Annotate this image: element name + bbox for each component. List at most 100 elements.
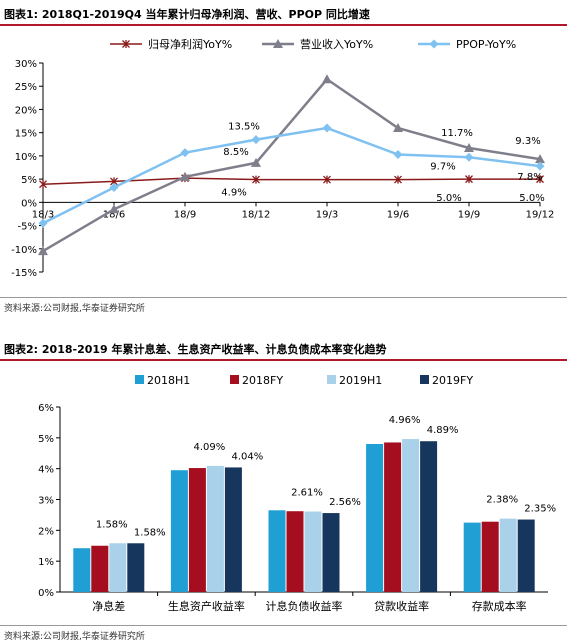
- triangle-marker: [251, 157, 261, 167]
- bar-chart: 2018H1 2018FY 2019H1 2019FY 0% 1% 2% 3% 4% 5% 6% 净…: [38, 374, 556, 613]
- bar-chart-axes: 0% 1% 2% 3% 4% 5% 6% 净息差 生息资产收益率 计息负债收益率 贷款收益率 存款成本…: [38, 403, 548, 613]
- bar: [366, 444, 384, 592]
- bar-chart-data-labels: 1.58% 1.58% 4.09% 4.04% 2.61% 2.56% 4.96% 4.89%…: [96, 415, 556, 538]
- x-tick-label: 计息负债收益率: [266, 599, 343, 613]
- bar: [127, 543, 145, 592]
- diamond-marker: [38, 218, 48, 228]
- bar: [304, 511, 322, 592]
- triangle-marker: [273, 39, 283, 48]
- bar: [73, 548, 91, 592]
- y-tick-label: 5%: [38, 434, 54, 445]
- triangle-marker: [180, 171, 190, 181]
- legend-label: 2018H1: [147, 374, 190, 387]
- diamond-marker: [393, 149, 403, 159]
- bar: [384, 442, 402, 592]
- series-line: [42, 177, 540, 185]
- bar-chart-bars: [73, 439, 535, 592]
- diamond-marker: [180, 148, 190, 158]
- data-label: 4.96%: [389, 415, 421, 426]
- y-tick-label: 15%: [15, 129, 37, 140]
- bar: [322, 513, 340, 592]
- y-tick-label: 2%: [38, 526, 54, 537]
- bar-chart-legend: 2018H1 2018FY 2019H1 2019FY: [135, 374, 473, 387]
- triangle-marker: [393, 123, 403, 133]
- y-tick-label: 25%: [15, 82, 37, 93]
- data-label: 2.56%: [329, 497, 361, 508]
- legend-item: 2018FY: [230, 374, 283, 387]
- series-line: [42, 126, 541, 225]
- legend-swatch: [420, 375, 429, 384]
- diamond-marker: [322, 123, 332, 133]
- data-label: 5.0%: [436, 193, 461, 204]
- x-tick-label: 18/3: [32, 209, 54, 220]
- x-tick-label: 18/12: [242, 209, 271, 220]
- legend-swatch: [135, 375, 144, 384]
- y-tick-label: 0%: [38, 588, 54, 599]
- data-label: 4.09%: [194, 442, 226, 453]
- figure2-bottom-rule: [0, 625, 567, 626]
- bar: [224, 467, 242, 592]
- data-label: 1.58%: [96, 519, 128, 530]
- star-marker: [323, 175, 331, 184]
- legend-label: 2018FY: [242, 374, 283, 387]
- triangle-marker: [464, 142, 474, 152]
- figure1-title: 图表1: 2018Q1-2019Q4 当年累计归母净利润、营收、PPOP 同比增…: [4, 8, 370, 21]
- bar: [420, 441, 438, 592]
- bar: [91, 545, 109, 592]
- bar: [402, 439, 420, 592]
- y-tick-label: 10%: [15, 152, 37, 163]
- data-label: 9.3%: [515, 136, 540, 147]
- star-marker: [39, 180, 47, 189]
- triangle-marker: [109, 204, 119, 214]
- figure2-title-rule: [0, 359, 567, 361]
- y-tick-label: -10%: [11, 245, 37, 256]
- data-label: 8.5%: [223, 147, 248, 158]
- legend-swatch: [230, 375, 239, 384]
- y-tick-label: -15%: [11, 268, 37, 279]
- bar: [481, 521, 499, 592]
- bar: [109, 543, 127, 592]
- data-label: 11.7%: [441, 128, 473, 139]
- x-tick-label: 净息差: [92, 599, 125, 613]
- diamond-marker: [535, 161, 545, 171]
- data-label: 4.04%: [232, 451, 264, 462]
- y-tick-label: 6%: [38, 403, 54, 414]
- legend-item: 2018H1: [135, 374, 190, 387]
- x-tick-label: 19/12: [526, 209, 555, 220]
- line-chart-legend: 归母净利润YoY% 营业收入YoY% PPOP-YoY%: [110, 37, 516, 51]
- triangle-marker: [535, 154, 545, 164]
- y-tick-label: 20%: [15, 105, 37, 116]
- data-label: 4.89%: [427, 425, 459, 436]
- series-line: [42, 77, 541, 253]
- figure1-source: 资料来源:公司财报,华泰证券研究所: [4, 304, 145, 314]
- star-marker: [122, 40, 130, 48]
- legend-item: PPOP-YoY%: [418, 38, 516, 51]
- y-tick-label: 5%: [21, 175, 37, 186]
- data-label: 2.35%: [524, 504, 556, 515]
- diamond-marker: [429, 39, 439, 49]
- x-tick-label: 存款成本率: [472, 599, 527, 613]
- bar: [268, 510, 286, 592]
- legend-label: PPOP-YoY%: [456, 38, 516, 51]
- diamond-marker: [109, 182, 119, 192]
- triangle-marker: [322, 74, 332, 84]
- triangle-marker: [38, 246, 48, 256]
- legend-label: 归母净利润YoY%: [148, 37, 232, 51]
- star-marker: [394, 175, 402, 184]
- data-label: 7.8%: [517, 172, 542, 183]
- y-tick-label: 0%: [21, 198, 37, 209]
- line-chart-annotations: 4.9% 8.5% 13.5% 11.7% 9.3% 9.7% 7.8% 5.0% 5.0%: [221, 122, 544, 204]
- figure2-source: 资料来源:公司财报,华泰证券研究所: [4, 632, 145, 642]
- legend-swatch: [327, 375, 336, 384]
- bar: [188, 468, 206, 592]
- x-tick-label: 18/9: [174, 209, 196, 220]
- star-marker: [252, 175, 260, 184]
- bar: [170, 470, 188, 592]
- data-label: 2.61%: [291, 488, 323, 499]
- figure2-title: 图表2: 2018-2019 年累计息差、生息资产收益率、计息负债成本率变化趋势: [4, 343, 387, 356]
- star-marker: [465, 175, 473, 184]
- diamond-marker: [464, 152, 474, 162]
- line-chart-axes: -15% -10% -5% 0% 5% 10% 15% 20% 25% 30% 18/3 18/6 18…: [11, 59, 554, 279]
- y-tick-label: 3%: [38, 496, 54, 507]
- x-tick-label: 19/3: [316, 209, 338, 220]
